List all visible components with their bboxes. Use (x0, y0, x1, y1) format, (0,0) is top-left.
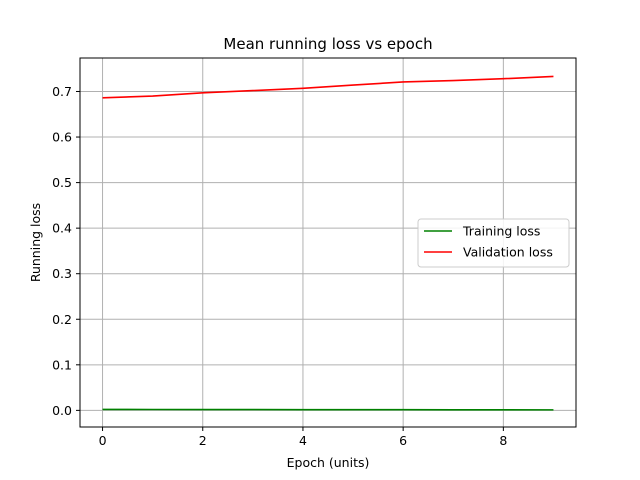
y-tick-label: 0.7 (52, 84, 72, 99)
legend-box (417, 218, 570, 268)
y-tick-label: 0.2 (52, 312, 72, 327)
y-tick-label: 0.6 (52, 130, 72, 145)
y-tick-label: 0.0 (52, 403, 72, 418)
chart-title: Mean running loss vs epoch (223, 35, 432, 53)
y-tick-label: 0.5 (52, 175, 72, 190)
y-axis-label: Running loss (28, 203, 43, 282)
x-axis-label: Epoch (units) (287, 455, 370, 470)
y-tick-label: 0.3 (52, 266, 72, 281)
legend-label-training-loss: Training loss (462, 224, 540, 239)
x-tick-label: 0 (99, 433, 107, 448)
legend: Training loss Validation loss (417, 218, 570, 268)
x-tick-label: 8 (499, 433, 507, 448)
y-tick-label: 0.4 (52, 221, 72, 236)
plot-frame (79, 57, 577, 428)
x-tick-label: 6 (399, 433, 407, 448)
x-tick-label: 4 (299, 433, 307, 448)
legend-label-validation-loss: Validation loss (463, 245, 553, 260)
axis-ticks: 0 2 4 6 8 0.0 0.1 0.2 0.3 0.4 0.5 0.6 0.7 (52, 84, 507, 448)
x-tick-label: 2 (199, 433, 207, 448)
series-line-validation-loss (102, 75, 554, 99)
series-lines (102, 75, 554, 411)
y-tick-label: 0.1 (52, 357, 72, 372)
